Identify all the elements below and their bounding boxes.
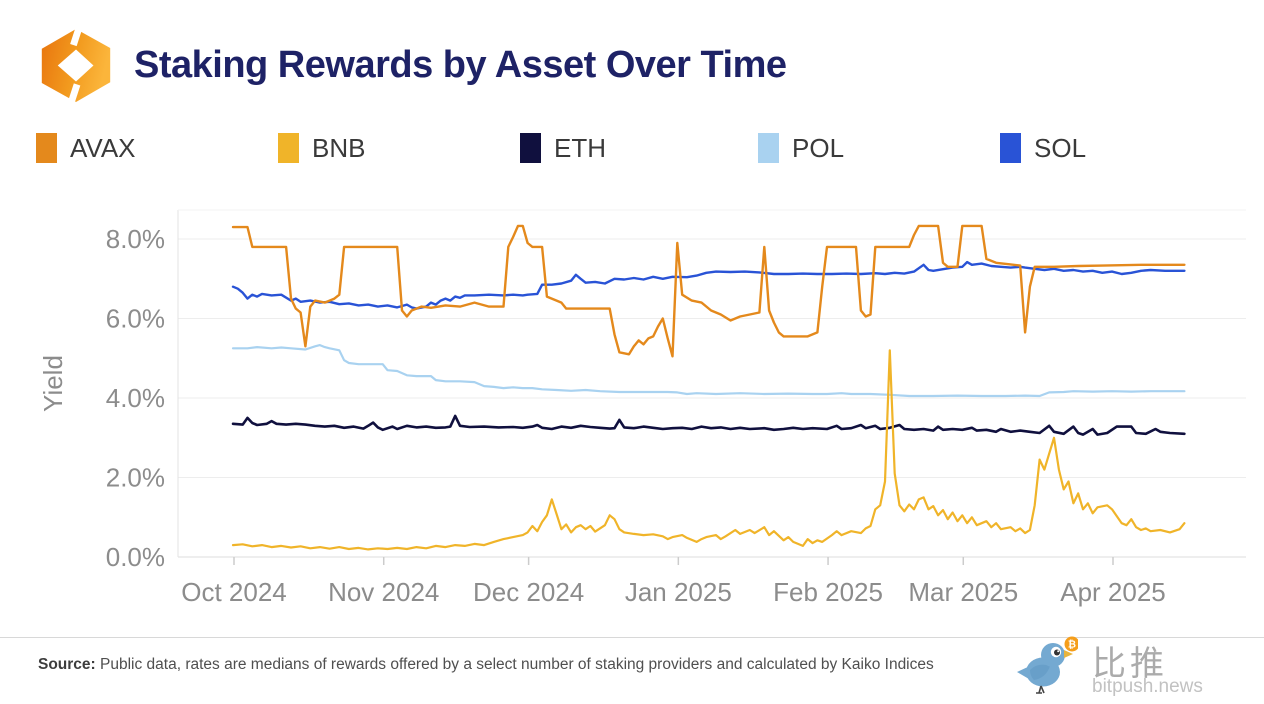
bitpush-brand: ₿ 比推 bitpush.news [1016, 634, 1246, 700]
series-line-eth [231, 414, 1186, 436]
legend-label: POL [792, 132, 845, 163]
svg-text:₿: ₿ [1068, 639, 1076, 651]
legend-item-bnb: BNB [278, 132, 365, 164]
legend-label: AVAX [70, 132, 136, 163]
y-tick-label: 2.0% [106, 463, 165, 493]
x-tick-label: Mar 2025 [908, 577, 1018, 607]
page-title: Staking Rewards by Asset Over Time [134, 44, 787, 86]
source-line: Source: Public data, rates are medians o… [38, 656, 934, 674]
legend-swatch-avax [36, 133, 57, 163]
legend-item-sol: SOL [1000, 132, 1086, 164]
legend-label: BNB [312, 132, 366, 163]
x-tick-label: Apr 2025 [1060, 577, 1166, 607]
x-tick-label: Jan 2025 [625, 577, 732, 607]
y-tick-label: 4.0% [106, 383, 165, 413]
series-line-sol [231, 260, 1186, 310]
x-tick-label: Nov 2024 [328, 577, 439, 607]
bitpush-bird-icon: ₿ [1017, 636, 1078, 694]
legend-label: ETH [554, 132, 606, 163]
legend-label: SOL [1034, 132, 1087, 163]
y-tick-label: 0.0% [106, 542, 165, 572]
series-line-avax [231, 224, 1186, 358]
kaiko-logo-icon [41, 26, 111, 105]
y-tick-label: 8.0% [106, 224, 165, 254]
source-label: Source: [38, 656, 96, 673]
legend-swatch-eth [520, 133, 541, 163]
legend-item-pol: POL [758, 132, 844, 164]
chart-legend: AVAX BNB ETH POL SOL [0, 132, 1264, 166]
y-axis-title: Yield [38, 355, 68, 412]
legend-item-eth: ETH [520, 132, 606, 164]
series-line-pol [231, 344, 1186, 398]
legend-item-avax: AVAX [36, 132, 136, 164]
legend-swatch-sol [1000, 133, 1021, 163]
legend-swatch-bnb [278, 133, 299, 163]
legend-swatch-pol [758, 133, 779, 163]
brand-name: 比推 [1092, 645, 1168, 683]
x-tick-label: Feb 2025 [773, 577, 883, 607]
x-tick-label: Oct 2024 [181, 577, 287, 607]
x-tick-label: Dec 2024 [473, 577, 584, 607]
y-tick-label: 6.0% [106, 304, 165, 334]
brand-domain: bitpush.news [1092, 676, 1203, 697]
source-text: Public data, rates are medians of reward… [95, 656, 934, 673]
series-line-bnb [231, 349, 1186, 551]
footer-divider [0, 637, 1264, 638]
